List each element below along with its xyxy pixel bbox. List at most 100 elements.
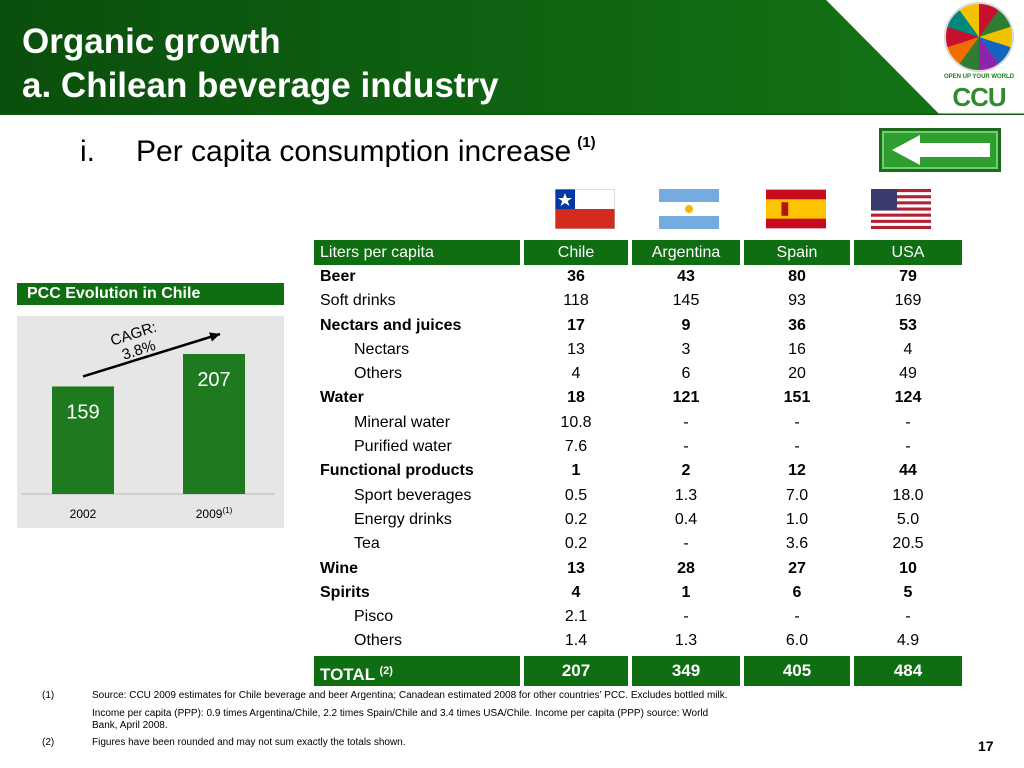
footnote-mark-2: (2)	[42, 737, 55, 748]
table-row: Sport beverages 0.5 1.3 7.0 18.0	[314, 484, 964, 508]
row-value: 121	[672, 389, 700, 407]
row-value: 53	[899, 316, 917, 334]
subtitle-text: Per capita consumption increase	[136, 135, 572, 168]
logo-text: CCU	[952, 82, 1006, 112]
table-row: Water 18 121 151 124	[314, 386, 964, 410]
row-label: Energy drinks	[354, 510, 452, 528]
back-button[interactable]	[879, 128, 1001, 172]
row-value: 1.4	[564, 632, 588, 650]
table-row: Nectars and juices 17 9 36 53	[314, 314, 964, 338]
row-value: 16	[788, 340, 806, 358]
row-value: 18.0	[892, 486, 924, 504]
total-label-text: TOTAL	[320, 664, 375, 684]
row-value: 6.0	[785, 632, 809, 650]
table-row: Nectars 13 3 16 4	[314, 338, 964, 362]
table-row: Soft drinks 118 145 93 169	[314, 289, 964, 313]
row-value: 18	[567, 389, 585, 407]
table-row: Others 4 6 20 49	[314, 362, 964, 386]
title-line1: Organic growth	[22, 22, 281, 61]
footnote-text-1b: Income per capita (PPP): 0.9 times Argen…	[92, 708, 709, 719]
footnote-text-1: Source: CCU 2009 estimates for Chile bev…	[92, 690, 728, 701]
total-row: TOTAL (2) 207 349 405 484	[314, 655, 964, 686]
chile-flag	[555, 189, 615, 229]
row-value: 1	[681, 583, 691, 601]
row-value: 4.9	[896, 632, 920, 650]
cagr-arrow-head	[209, 332, 220, 342]
row-label: Wine	[320, 559, 359, 577]
row-label: Water	[320, 389, 364, 407]
row-value: 2	[681, 462, 691, 480]
row-value: -	[794, 413, 800, 431]
row-value: 4	[571, 365, 581, 383]
row-value: -	[794, 608, 800, 626]
row-value: 9	[681, 316, 691, 334]
row-value: 0.5	[564, 486, 588, 504]
pcc-chart: 159 2002 207 2009(1) CAGR:3.8%	[17, 316, 284, 528]
row-value: 118	[563, 292, 589, 310]
row-value: 43	[677, 268, 695, 285]
subtitle-footnote-ref: (1)	[577, 134, 596, 151]
cagr-arrow	[82, 332, 221, 378]
row-label: Pisco	[354, 608, 394, 626]
row-label: Others	[354, 632, 403, 650]
category-label: 2009(1)	[196, 506, 233, 521]
row-value: 169	[894, 292, 922, 310]
row-label: Sport beverages	[354, 486, 472, 504]
row-value: 0.4	[674, 510, 698, 528]
table-row: Pisco 2.1 - - -	[314, 605, 964, 629]
row-value: 13	[567, 559, 585, 577]
chart-bar	[52, 386, 114, 494]
header-cell: USA	[854, 240, 962, 265]
ccu-logo: OPEN UP YOUR WORLD CCU	[938, 2, 1020, 112]
header-cell: Chile	[524, 240, 628, 265]
row-value: 3	[681, 340, 691, 358]
row-value: 20	[788, 365, 806, 383]
argentina-flag	[659, 189, 719, 229]
consumption-table: Liters per capita Chile Argentina Spain USA …	[314, 240, 964, 686]
row-label: Others	[354, 365, 403, 383]
bar-value-label: 207	[197, 369, 230, 391]
title-line2: a. Chilean beverage industry	[22, 66, 499, 105]
row-value: 145	[672, 292, 700, 310]
row-value: 1.3	[674, 632, 698, 650]
total-value: 405	[744, 655, 850, 686]
row-value: -	[794, 438, 800, 456]
row-value: -	[905, 413, 911, 431]
total-value: 484	[854, 655, 962, 686]
row-value: 36	[567, 268, 585, 285]
row-value: 10.8	[560, 413, 592, 431]
usa-flag	[871, 189, 931, 229]
table-row: Beer 36 43 80 79	[314, 265, 964, 289]
row-value: 4	[571, 583, 581, 601]
row-label: Nectars	[354, 340, 410, 358]
bar-value-label: 159	[66, 401, 99, 423]
header: Organic growth a. Chilean beverage indus…	[0, 0, 1024, 115]
row-value: 20.5	[892, 535, 924, 553]
row-value: -	[905, 608, 911, 626]
left-arrow-icon	[892, 135, 990, 165]
header-cell: Spain	[744, 240, 850, 265]
table-row: Purified water 7.6 - - -	[314, 435, 964, 459]
row-value: 80	[788, 268, 806, 285]
header-band	[0, 0, 1024, 115]
row-value: 1.0	[785, 510, 809, 528]
table-body: Beer 36 43 80 79 Soft drinks 118 145 93 169 Nectar…	[314, 265, 964, 654]
row-label: Tea	[354, 535, 380, 553]
cagr-annotation: CAGR:3.8%	[108, 319, 164, 366]
footnote-mark-1: (1)	[42, 690, 55, 701]
footnote-text-2: Figures have been rounded and may not su…	[92, 737, 406, 748]
row-value: -	[683, 438, 689, 456]
category-footnote-ref: (1)	[222, 506, 232, 515]
globe-icon	[944, 2, 1014, 72]
row-value: 6	[681, 365, 691, 383]
total-label: TOTAL (2)	[314, 655, 520, 686]
row-value: 7.6	[564, 438, 588, 456]
header-cell: Liters per capita	[314, 240, 520, 265]
category-label: 2002	[70, 507, 97, 521]
row-value: -	[683, 535, 689, 553]
table-row: Wine 13 28 27 10	[314, 557, 964, 581]
row-value: 151	[783, 389, 811, 407]
logo-tagline: OPEN UP YOUR WORLD	[943, 74, 1015, 80]
chart-bar	[183, 354, 245, 494]
row-value: 27	[788, 559, 806, 577]
